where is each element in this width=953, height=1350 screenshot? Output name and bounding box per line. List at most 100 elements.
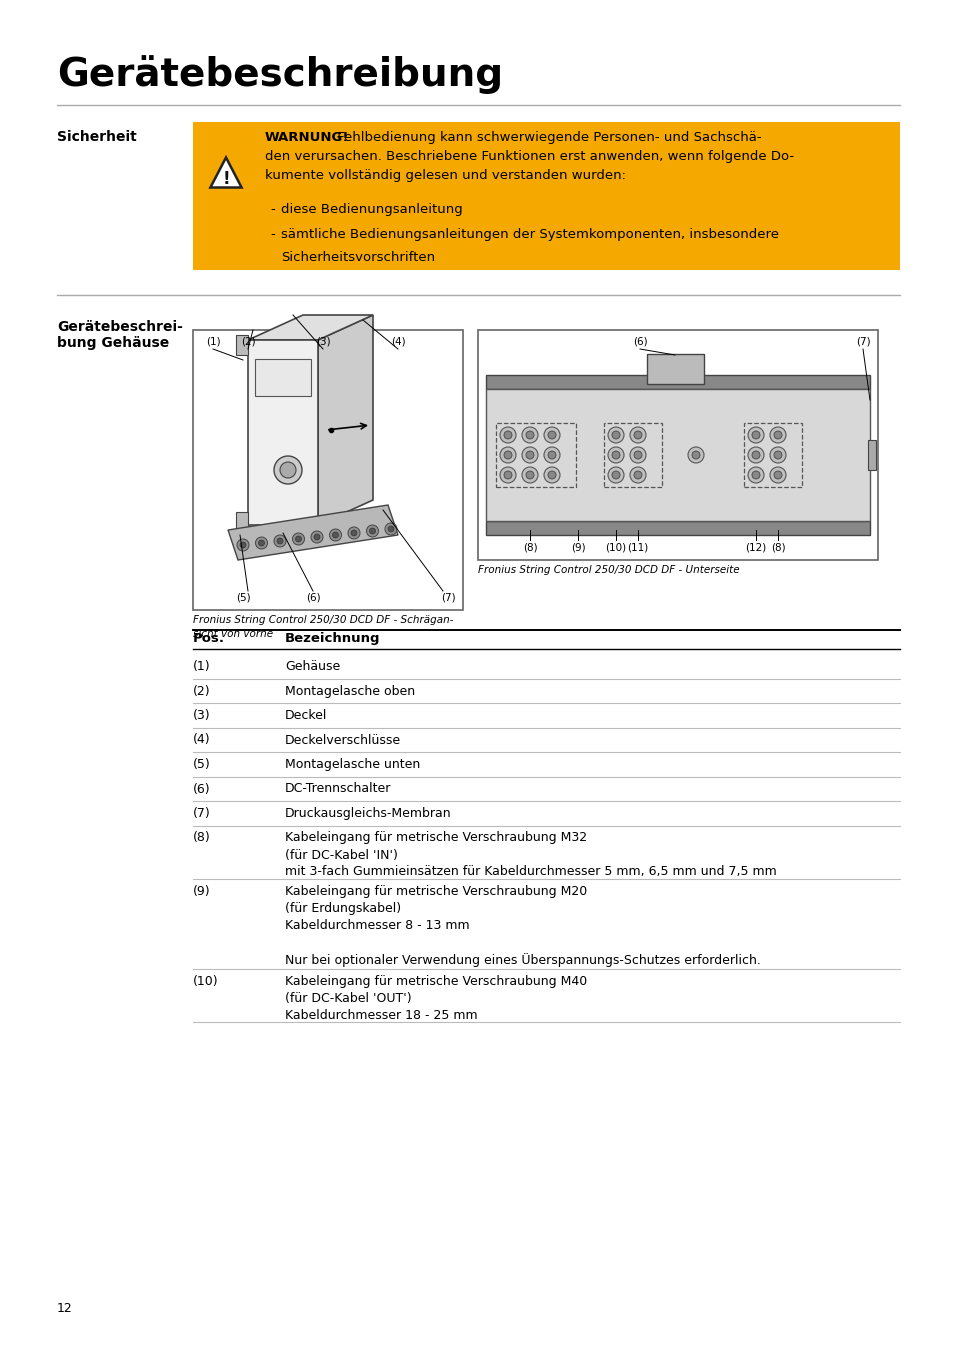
Circle shape (747, 447, 763, 463)
Text: (8): (8) (193, 832, 211, 845)
Circle shape (333, 532, 338, 539)
FancyBboxPatch shape (485, 389, 869, 521)
Circle shape (503, 451, 512, 459)
Circle shape (366, 525, 378, 537)
Circle shape (547, 451, 556, 459)
FancyBboxPatch shape (867, 440, 875, 470)
Text: -: - (270, 204, 274, 216)
Circle shape (629, 447, 645, 463)
Circle shape (769, 427, 785, 443)
Circle shape (240, 541, 246, 548)
Circle shape (503, 431, 512, 439)
Circle shape (773, 471, 781, 479)
FancyBboxPatch shape (646, 354, 703, 383)
Text: WARNUNG!: WARNUNG! (265, 131, 349, 144)
FancyBboxPatch shape (477, 329, 877, 560)
FancyBboxPatch shape (254, 359, 311, 396)
Text: (1): (1) (193, 660, 211, 674)
Circle shape (258, 540, 264, 545)
Circle shape (236, 539, 249, 551)
Circle shape (311, 531, 323, 543)
Circle shape (747, 467, 763, 483)
Text: Gehäuse: Gehäuse (285, 660, 340, 674)
Circle shape (369, 528, 375, 535)
Circle shape (612, 451, 619, 459)
Text: sicht von vorne: sicht von vorne (193, 629, 273, 639)
Circle shape (351, 531, 356, 536)
Text: diese Bedienungsanleitung: diese Bedienungsanleitung (281, 204, 462, 216)
Polygon shape (211, 158, 241, 188)
Circle shape (691, 451, 700, 459)
Text: !: ! (222, 170, 230, 188)
FancyBboxPatch shape (248, 340, 317, 525)
Text: (1): (1) (206, 338, 220, 347)
Text: Gerätebeschreibung: Gerätebeschreibung (57, 55, 502, 94)
Circle shape (255, 537, 267, 549)
Polygon shape (228, 505, 397, 560)
Text: DC-Trennschalter: DC-Trennschalter (285, 783, 391, 795)
Text: Kabeleingang für metrische Verschraubung M32
(für DC-Kabel 'IN')
mit 3-fach Gumm: Kabeleingang für metrische Verschraubung… (285, 832, 776, 879)
Circle shape (329, 529, 341, 541)
Text: -: - (270, 228, 274, 240)
Text: Sicherheitsvorschriften: Sicherheitsvorschriften (281, 251, 435, 263)
Text: Pos.: Pos. (193, 632, 225, 645)
Circle shape (547, 471, 556, 479)
Text: (10): (10) (605, 543, 626, 554)
Circle shape (751, 431, 760, 439)
Text: (6): (6) (305, 593, 320, 603)
Text: Kabeleingang für metrische Verschraubung M40
(für DC-Kabel 'OUT')
Kabeldurchmess: Kabeleingang für metrische Verschraubung… (285, 975, 587, 1022)
Text: (2): (2) (193, 684, 211, 698)
Circle shape (607, 447, 623, 463)
Text: (4): (4) (193, 733, 211, 747)
Text: (3): (3) (315, 338, 330, 347)
Circle shape (499, 447, 516, 463)
Text: (5): (5) (235, 593, 250, 603)
Circle shape (525, 451, 534, 459)
Text: Fronius String Control 250/30 DCD DF - Schrägan-: Fronius String Control 250/30 DCD DF - S… (193, 616, 453, 625)
Circle shape (280, 462, 295, 478)
Circle shape (274, 535, 286, 547)
Text: (12): (12) (744, 543, 766, 554)
FancyBboxPatch shape (485, 375, 869, 389)
Text: (7): (7) (855, 338, 869, 347)
FancyBboxPatch shape (235, 335, 248, 355)
Text: 12: 12 (57, 1301, 72, 1315)
Circle shape (751, 471, 760, 479)
Text: (8): (8) (522, 543, 537, 554)
Text: sämtliche Bedienungsanleitungen der Systemkomponenten, insbesondere: sämtliche Bedienungsanleitungen der Syst… (281, 228, 779, 240)
Circle shape (276, 539, 283, 544)
Text: (7): (7) (440, 593, 455, 603)
Text: (9): (9) (193, 886, 211, 898)
Circle shape (543, 427, 559, 443)
Text: (4): (4) (391, 338, 405, 347)
Circle shape (634, 451, 641, 459)
Circle shape (607, 467, 623, 483)
Text: kumente vollständig gelesen und verstanden wurden:: kumente vollständig gelesen und verstand… (265, 169, 625, 182)
Circle shape (687, 447, 703, 463)
Text: Kabeleingang für metrische Verschraubung M20
(für Erdungskabel)
Kabeldurchmesser: Kabeleingang für metrische Verschraubung… (285, 886, 760, 968)
Circle shape (543, 467, 559, 483)
Circle shape (499, 427, 516, 443)
Circle shape (503, 471, 512, 479)
Text: Bezeichnung: Bezeichnung (285, 632, 380, 645)
Text: Fronius String Control 250/30 DCD DF - Unterseite: Fronius String Control 250/30 DCD DF - U… (477, 566, 739, 575)
Text: Fehlbedienung kann schwerwiegende Personen- und Sachschä-: Fehlbedienung kann schwerwiegende Person… (333, 131, 760, 144)
Text: den verursachen. Beschriebene Funktionen erst anwenden, wenn folgende Do-: den verursachen. Beschriebene Funktionen… (265, 150, 793, 163)
Circle shape (348, 526, 359, 539)
Circle shape (629, 427, 645, 443)
Circle shape (525, 431, 534, 439)
Circle shape (314, 535, 319, 540)
FancyBboxPatch shape (193, 329, 462, 610)
Circle shape (634, 431, 641, 439)
Circle shape (612, 431, 619, 439)
Polygon shape (248, 315, 373, 340)
Circle shape (521, 427, 537, 443)
Circle shape (773, 451, 781, 459)
Text: (2): (2) (240, 338, 255, 347)
Text: Montagelasche oben: Montagelasche oben (285, 684, 415, 698)
Circle shape (295, 536, 301, 541)
Circle shape (293, 533, 304, 545)
Circle shape (547, 431, 556, 439)
Circle shape (543, 447, 559, 463)
Circle shape (525, 471, 534, 479)
